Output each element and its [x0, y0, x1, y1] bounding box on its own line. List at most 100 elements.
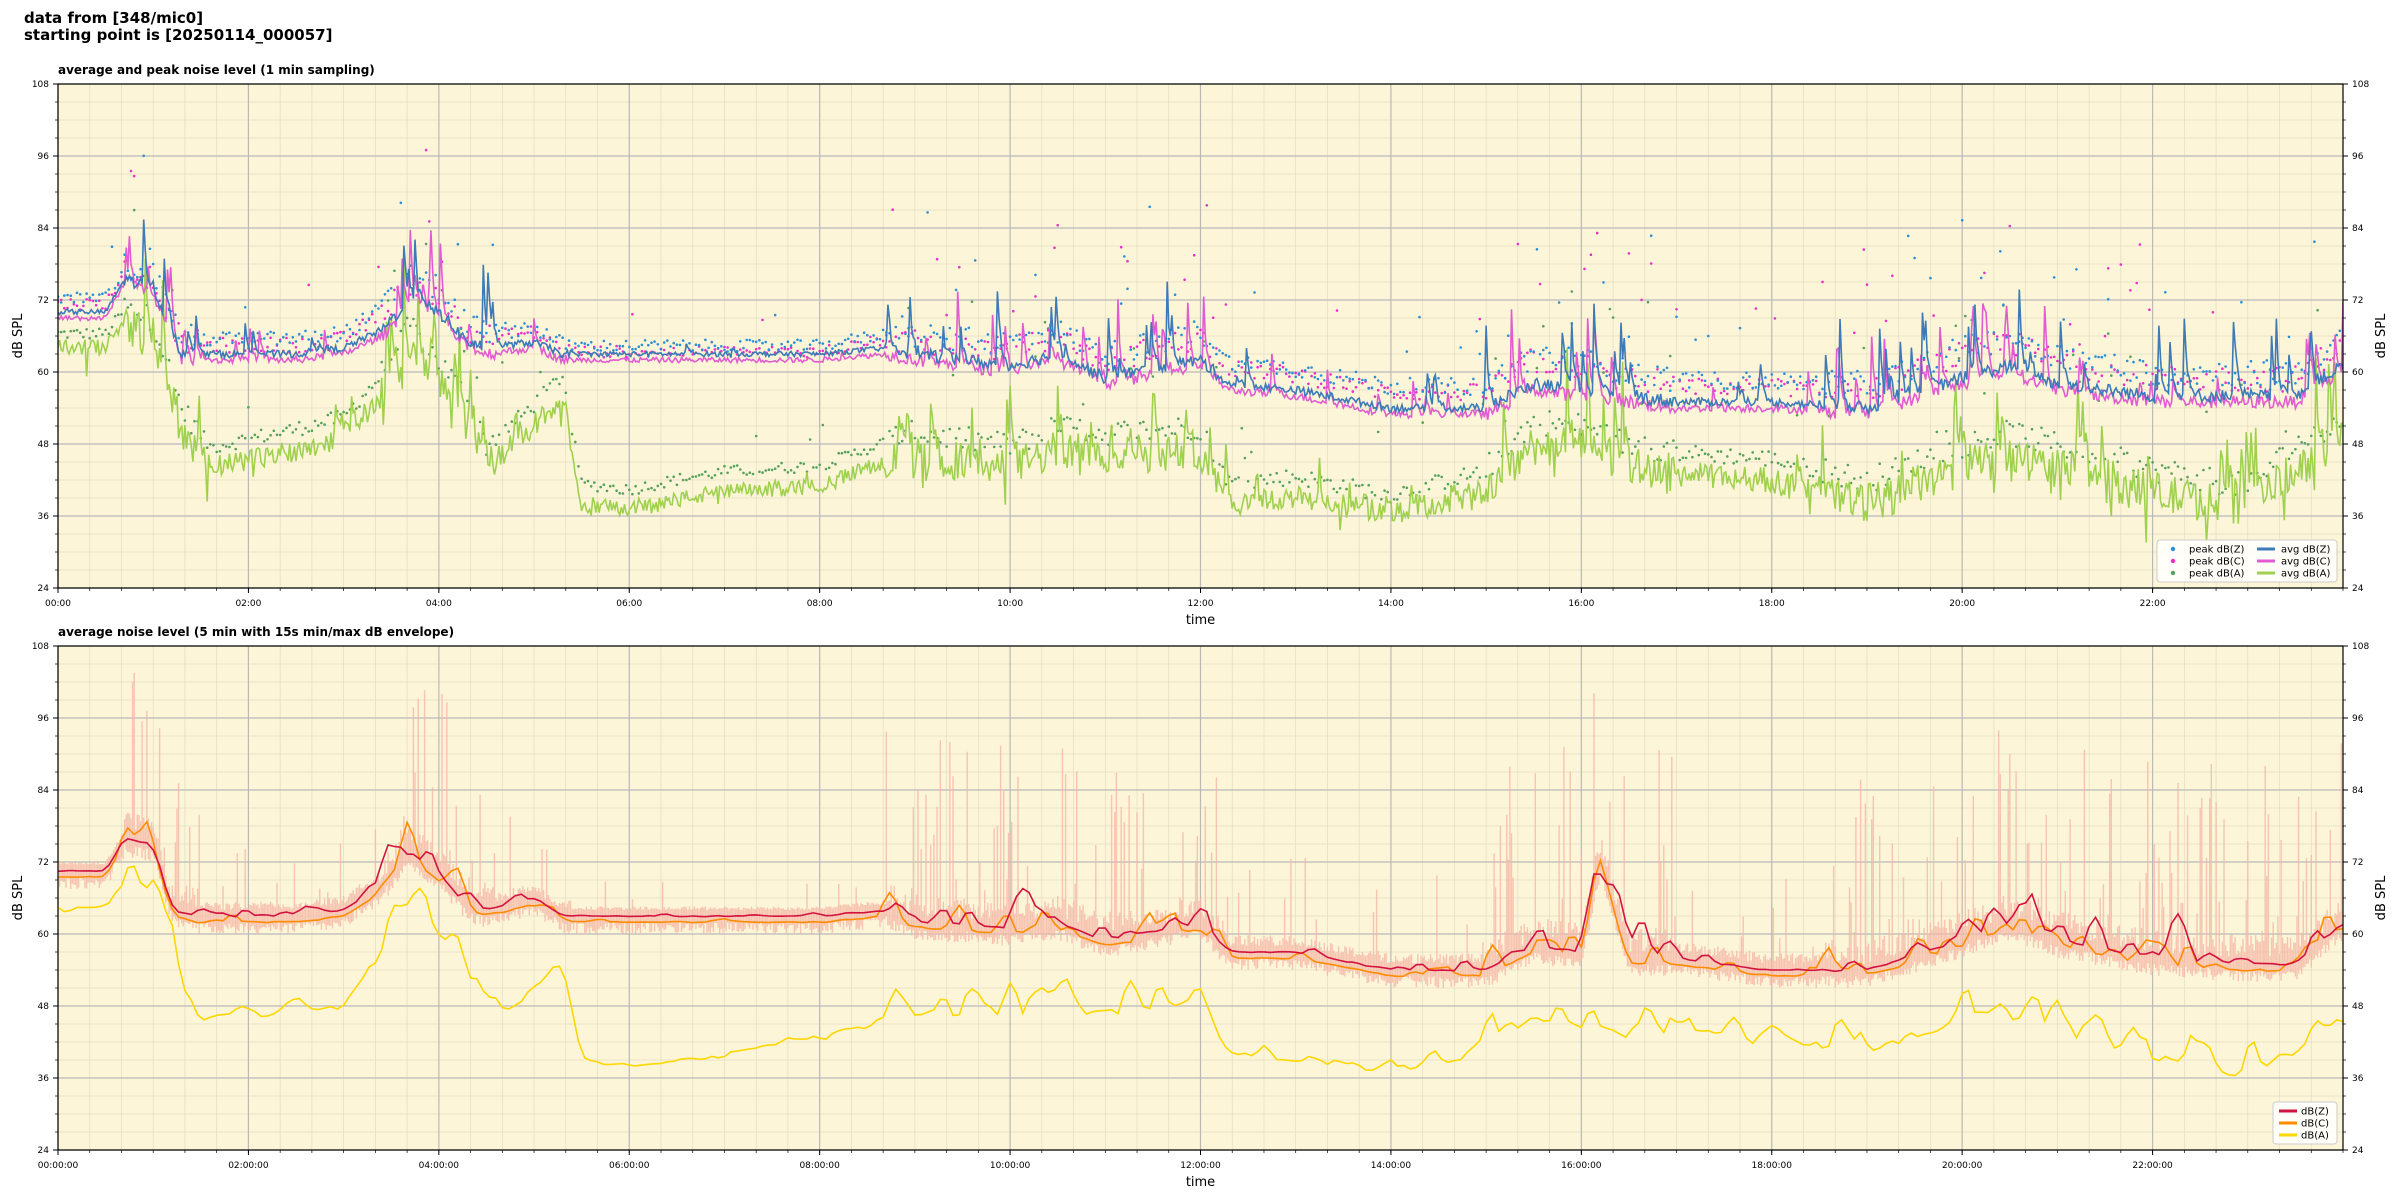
data-point: [2014, 341, 2018, 345]
data-point: [1649, 447, 1653, 451]
data-point: [1418, 397, 1421, 401]
data-point: [139, 267, 142, 271]
data-point: [1697, 370, 1701, 374]
data-point: [1605, 374, 1608, 378]
data-point: [98, 293, 101, 296]
data-point: [685, 478, 688, 482]
data-point: [209, 343, 212, 347]
data-point: [1453, 481, 1456, 484]
data-point: [1291, 380, 1294, 384]
data-point: [1551, 370, 1555, 374]
data-point: [1862, 379, 1866, 383]
data-point: [1538, 352, 1542, 356]
data-point: [1100, 438, 1104, 442]
data-point: [713, 348, 717, 351]
data-point: [1303, 369, 1307, 372]
data-point: [285, 333, 288, 336]
data-point: [1634, 445, 1637, 448]
data-point: [151, 262, 155, 266]
data-point: [142, 154, 145, 158]
data-point: [2056, 344, 2059, 348]
data-point: [1313, 376, 1317, 379]
data-point: [1672, 380, 1675, 383]
data-point: [1065, 332, 1069, 335]
data-point: [75, 304, 79, 308]
data-point: [1542, 324, 1545, 328]
data-point: [964, 328, 967, 331]
data-point: [1754, 307, 1758, 310]
data-point: [1719, 391, 1723, 395]
data-point: [2224, 381, 2227, 385]
data-point: [2287, 335, 2291, 339]
data-point: [2313, 240, 2316, 243]
y-tick-label-left: 72: [38, 858, 49, 868]
data-point: [1507, 334, 1510, 338]
data-point: [361, 318, 365, 322]
data-point: [1795, 387, 1799, 391]
data-point: [240, 337, 244, 340]
data-point: [1123, 255, 1126, 258]
data-point: [1748, 382, 1751, 386]
data-point: [231, 442, 234, 446]
data-point: [1275, 367, 1278, 371]
data-point: [1957, 357, 1961, 360]
data-point: [523, 411, 526, 415]
data-point: [136, 278, 139, 281]
data-point: [926, 211, 929, 214]
data-point: [161, 354, 164, 358]
data-point: [431, 295, 434, 299]
data-point: [1697, 453, 1701, 457]
data-point: [539, 370, 542, 374]
data-point: [1313, 477, 1317, 481]
data-point: [913, 329, 917, 332]
data-point: [2170, 378, 2173, 382]
data-point: [1012, 309, 1015, 313]
data-point: [1265, 359, 1269, 363]
data-point: [1484, 396, 1488, 400]
data-point: [1221, 352, 1224, 355]
data-point: [367, 317, 371, 320]
data-point: [240, 340, 244, 344]
data-point: [288, 341, 292, 344]
data-point: [148, 265, 152, 269]
data-point: [2078, 343, 2081, 346]
data-point: [1465, 389, 1469, 393]
data-point: [497, 433, 501, 437]
data-point: [831, 347, 834, 350]
data-point: [345, 411, 349, 415]
data-point: [1123, 420, 1126, 424]
data-point: [1326, 478, 1329, 482]
data-point: [418, 281, 422, 284]
data-point: [1846, 383, 1850, 386]
data-point: [535, 330, 539, 334]
data-point: [377, 307, 380, 310]
data-point: [434, 273, 438, 277]
data-point: [1621, 451, 1624, 454]
data-point: [1627, 335, 1631, 339]
data-point: [247, 405, 250, 409]
data-point: [723, 345, 726, 349]
data-point: [1230, 479, 1234, 483]
data-point: [1922, 358, 1926, 362]
data-point: [983, 347, 986, 351]
data-point: [304, 426, 307, 430]
data-point: [1707, 453, 1710, 456]
data-point: [326, 335, 330, 339]
plot-data: [58, 148, 2343, 543]
data-point: [2125, 378, 2129, 382]
series-line-avgdbz: [58, 219, 2343, 415]
data-point: [1865, 283, 1869, 286]
data-point: [770, 343, 774, 346]
data-point: [370, 386, 374, 390]
data-point: [364, 329, 368, 332]
data-point: [929, 335, 932, 339]
data-point: [110, 293, 114, 296]
data-point: [608, 342, 612, 346]
envelope: [58, 672, 2343, 988]
data-point: [2154, 366, 2158, 370]
x-tick-label: 02:00: [235, 599, 261, 609]
y-tick-label-left: 60: [38, 930, 50, 940]
x-tick-label: 14:00: [1378, 599, 1404, 609]
data-point: [1446, 482, 1450, 486]
data-point: [1814, 379, 1818, 383]
